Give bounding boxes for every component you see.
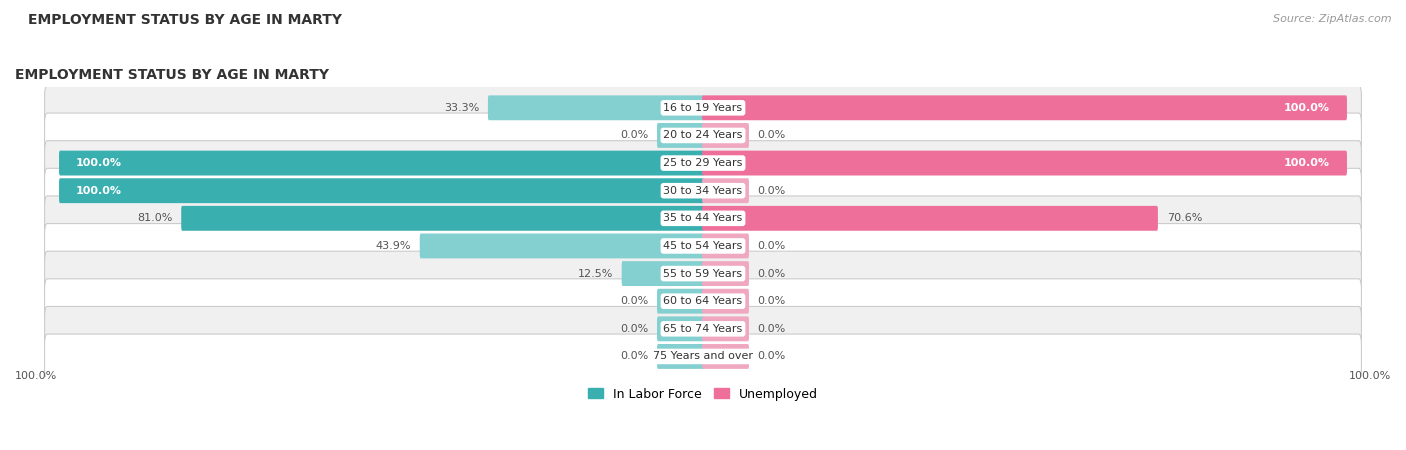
Text: 65 to 74 Years: 65 to 74 Years [664,324,742,334]
FancyBboxPatch shape [702,316,749,341]
FancyBboxPatch shape [45,306,1361,351]
FancyBboxPatch shape [45,168,1361,213]
FancyBboxPatch shape [657,123,704,148]
FancyBboxPatch shape [702,123,749,148]
Text: 0.0%: 0.0% [758,324,786,334]
FancyBboxPatch shape [657,289,704,314]
FancyBboxPatch shape [488,95,704,120]
FancyBboxPatch shape [45,196,1361,241]
FancyBboxPatch shape [59,178,704,203]
Text: 81.0%: 81.0% [138,213,173,223]
Text: Source: ZipAtlas.com: Source: ZipAtlas.com [1274,14,1392,23]
Text: 0.0%: 0.0% [620,296,648,306]
Text: 0.0%: 0.0% [758,130,786,140]
Text: 75 Years and over: 75 Years and over [652,351,754,361]
FancyBboxPatch shape [45,86,1361,130]
Text: 20 to 24 Years: 20 to 24 Years [664,130,742,140]
FancyBboxPatch shape [420,234,704,258]
FancyBboxPatch shape [702,289,749,314]
FancyBboxPatch shape [702,178,749,203]
FancyBboxPatch shape [702,95,1347,120]
Text: 60 to 64 Years: 60 to 64 Years [664,296,742,306]
FancyBboxPatch shape [45,224,1361,268]
Text: 0.0%: 0.0% [758,241,786,251]
Text: 70.6%: 70.6% [1167,213,1202,223]
Text: 55 to 59 Years: 55 to 59 Years [664,269,742,279]
FancyBboxPatch shape [45,251,1361,296]
Text: 12.5%: 12.5% [578,269,613,279]
FancyBboxPatch shape [702,261,749,286]
Text: 43.9%: 43.9% [375,241,411,251]
Text: 0.0%: 0.0% [758,186,786,196]
FancyBboxPatch shape [702,151,1347,176]
Text: 35 to 44 Years: 35 to 44 Years [664,213,742,223]
FancyBboxPatch shape [59,151,704,176]
Text: EMPLOYMENT STATUS BY AGE IN MARTY: EMPLOYMENT STATUS BY AGE IN MARTY [28,14,342,27]
FancyBboxPatch shape [657,344,704,369]
Text: 100.0%: 100.0% [15,371,58,381]
Text: 33.3%: 33.3% [444,103,479,113]
FancyBboxPatch shape [181,206,704,231]
Legend: In Labor Force, Unemployed: In Labor Force, Unemployed [583,383,823,406]
Text: 16 to 19 Years: 16 to 19 Years [664,103,742,113]
FancyBboxPatch shape [702,206,1159,231]
FancyBboxPatch shape [45,279,1361,324]
FancyBboxPatch shape [45,141,1361,185]
FancyBboxPatch shape [621,261,704,286]
FancyBboxPatch shape [45,113,1361,158]
Text: 100.0%: 100.0% [76,158,122,168]
Text: 0.0%: 0.0% [620,351,648,361]
Text: 25 to 29 Years: 25 to 29 Years [664,158,742,168]
FancyBboxPatch shape [702,344,749,369]
Text: 45 to 54 Years: 45 to 54 Years [664,241,742,251]
Text: 0.0%: 0.0% [758,296,786,306]
FancyBboxPatch shape [702,234,749,258]
Text: 100.0%: 100.0% [76,186,122,196]
Text: 0.0%: 0.0% [620,324,648,334]
Text: 0.0%: 0.0% [758,269,786,279]
FancyBboxPatch shape [657,316,704,341]
Text: 0.0%: 0.0% [758,351,786,361]
Text: 0.0%: 0.0% [620,130,648,140]
Text: 100.0%: 100.0% [1284,103,1330,113]
Text: 100.0%: 100.0% [1348,371,1391,381]
Text: EMPLOYMENT STATUS BY AGE IN MARTY: EMPLOYMENT STATUS BY AGE IN MARTY [15,68,329,81]
Text: 30 to 34 Years: 30 to 34 Years [664,186,742,196]
FancyBboxPatch shape [45,334,1361,379]
Text: 100.0%: 100.0% [1284,158,1330,168]
